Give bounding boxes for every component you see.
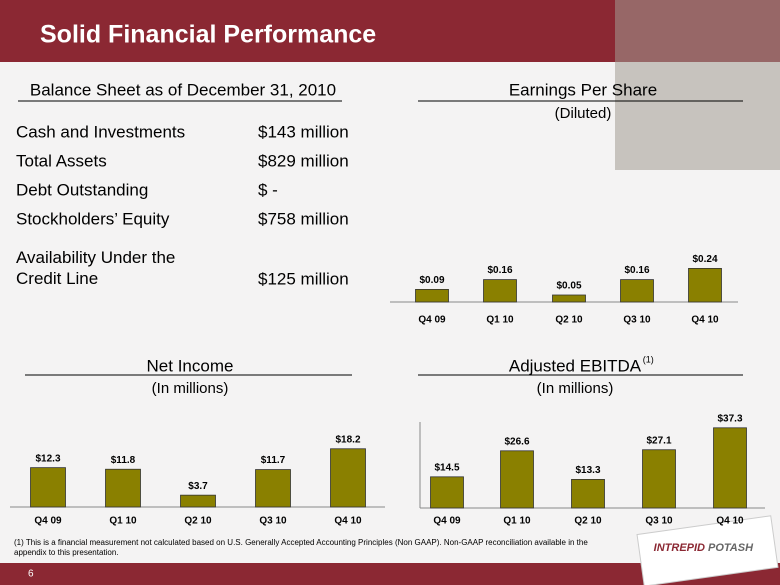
bar: [30, 467, 66, 508]
chart-subtitle: (In millions): [152, 380, 229, 397]
row-label: Debt Outstanding: [16, 180, 148, 199]
chart-subtitle: (Diluted): [555, 105, 612, 122]
chart-title: Adjusted EBITDA: [509, 356, 642, 375]
bar: [483, 279, 517, 303]
data-label: $13.3: [575, 465, 600, 476]
row-label: Availability Under the Credit Line: [16, 248, 175, 288]
data-label: $0.16: [624, 265, 649, 276]
data-label: $14.5: [434, 462, 459, 473]
header-photo: [615, 0, 780, 170]
logo-text: INTREPID: [654, 542, 705, 554]
data-label: $3.7: [188, 481, 208, 492]
data-label: $12.3: [35, 453, 60, 464]
data-label: $37.3: [717, 413, 742, 424]
slide-title: Solid Financial Performance: [40, 21, 376, 49]
bar: [430, 476, 464, 509]
row-value: $829 million: [258, 151, 349, 170]
x-tick-label: Q4 09: [433, 516, 461, 527]
data-label: $11.7: [261, 455, 286, 466]
row-label: Cash and Investments: [16, 122, 185, 141]
data-label: $27.1: [646, 435, 671, 446]
data-label: $0.05: [556, 281, 581, 292]
x-tick-label: Q1 10: [486, 315, 514, 326]
x-tick-label: Q1 10: [109, 516, 137, 527]
logo-box: [636, 515, 779, 585]
x-tick-label: Q4 10: [334, 516, 362, 527]
footnote: appendix to this presentation.: [14, 548, 119, 557]
footer-band: [0, 563, 780, 585]
data-label: $0.24: [692, 254, 717, 265]
x-tick-label: Q4 09: [418, 315, 446, 326]
section-title: Balance Sheet as of December 31, 2010: [30, 80, 336, 99]
bar: [105, 468, 141, 508]
bar: [713, 427, 747, 509]
logo-text: POTASH: [708, 542, 754, 554]
x-tick-label: Q2 10: [555, 315, 583, 326]
bar: [552, 294, 586, 303]
x-tick-label: Q3 10: [645, 516, 673, 527]
x-tick-label: Q3 10: [259, 516, 287, 527]
bar: [255, 469, 291, 508]
bar: [688, 267, 722, 303]
row-value: $143 million: [258, 122, 349, 141]
data-label: $11.8: [111, 455, 136, 466]
x-tick-label: Q2 10: [184, 516, 212, 527]
bar: [642, 449, 676, 509]
data-label: $18.2: [335, 434, 360, 445]
page-number: 6: [28, 569, 34, 580]
x-tick-label: Q2 10: [574, 516, 602, 527]
row-label: Total Assets: [16, 151, 107, 170]
x-tick-label: Q3 10: [623, 315, 651, 326]
chart-title: Net Income: [147, 356, 234, 375]
data-label: $26.6: [504, 436, 529, 447]
row-value: $125 million: [258, 269, 349, 288]
bar: [180, 494, 216, 508]
chart-subtitle: (In millions): [537, 380, 614, 397]
bar: [571, 479, 605, 509]
chart-title: Earnings Per Share: [509, 80, 657, 99]
x-tick-label: Q1 10: [503, 516, 531, 527]
data-label: $0.16: [487, 265, 512, 276]
bar: [620, 279, 654, 303]
data-label: $0.09: [419, 275, 444, 286]
row-value: $758 million: [258, 209, 349, 228]
bar: [500, 450, 534, 509]
bar: [415, 288, 449, 303]
x-tick-label: Q4 10: [716, 516, 744, 527]
title-note: (1): [643, 354, 654, 364]
bar: [330, 448, 366, 508]
row-label: Stockholders’ Equity: [16, 209, 170, 228]
row-value: $ -: [258, 180, 278, 199]
x-tick-label: Q4 10: [691, 315, 719, 326]
footnote: (1) This is a financial measurement not …: [14, 538, 588, 547]
x-tick-label: Q4 09: [34, 516, 62, 527]
